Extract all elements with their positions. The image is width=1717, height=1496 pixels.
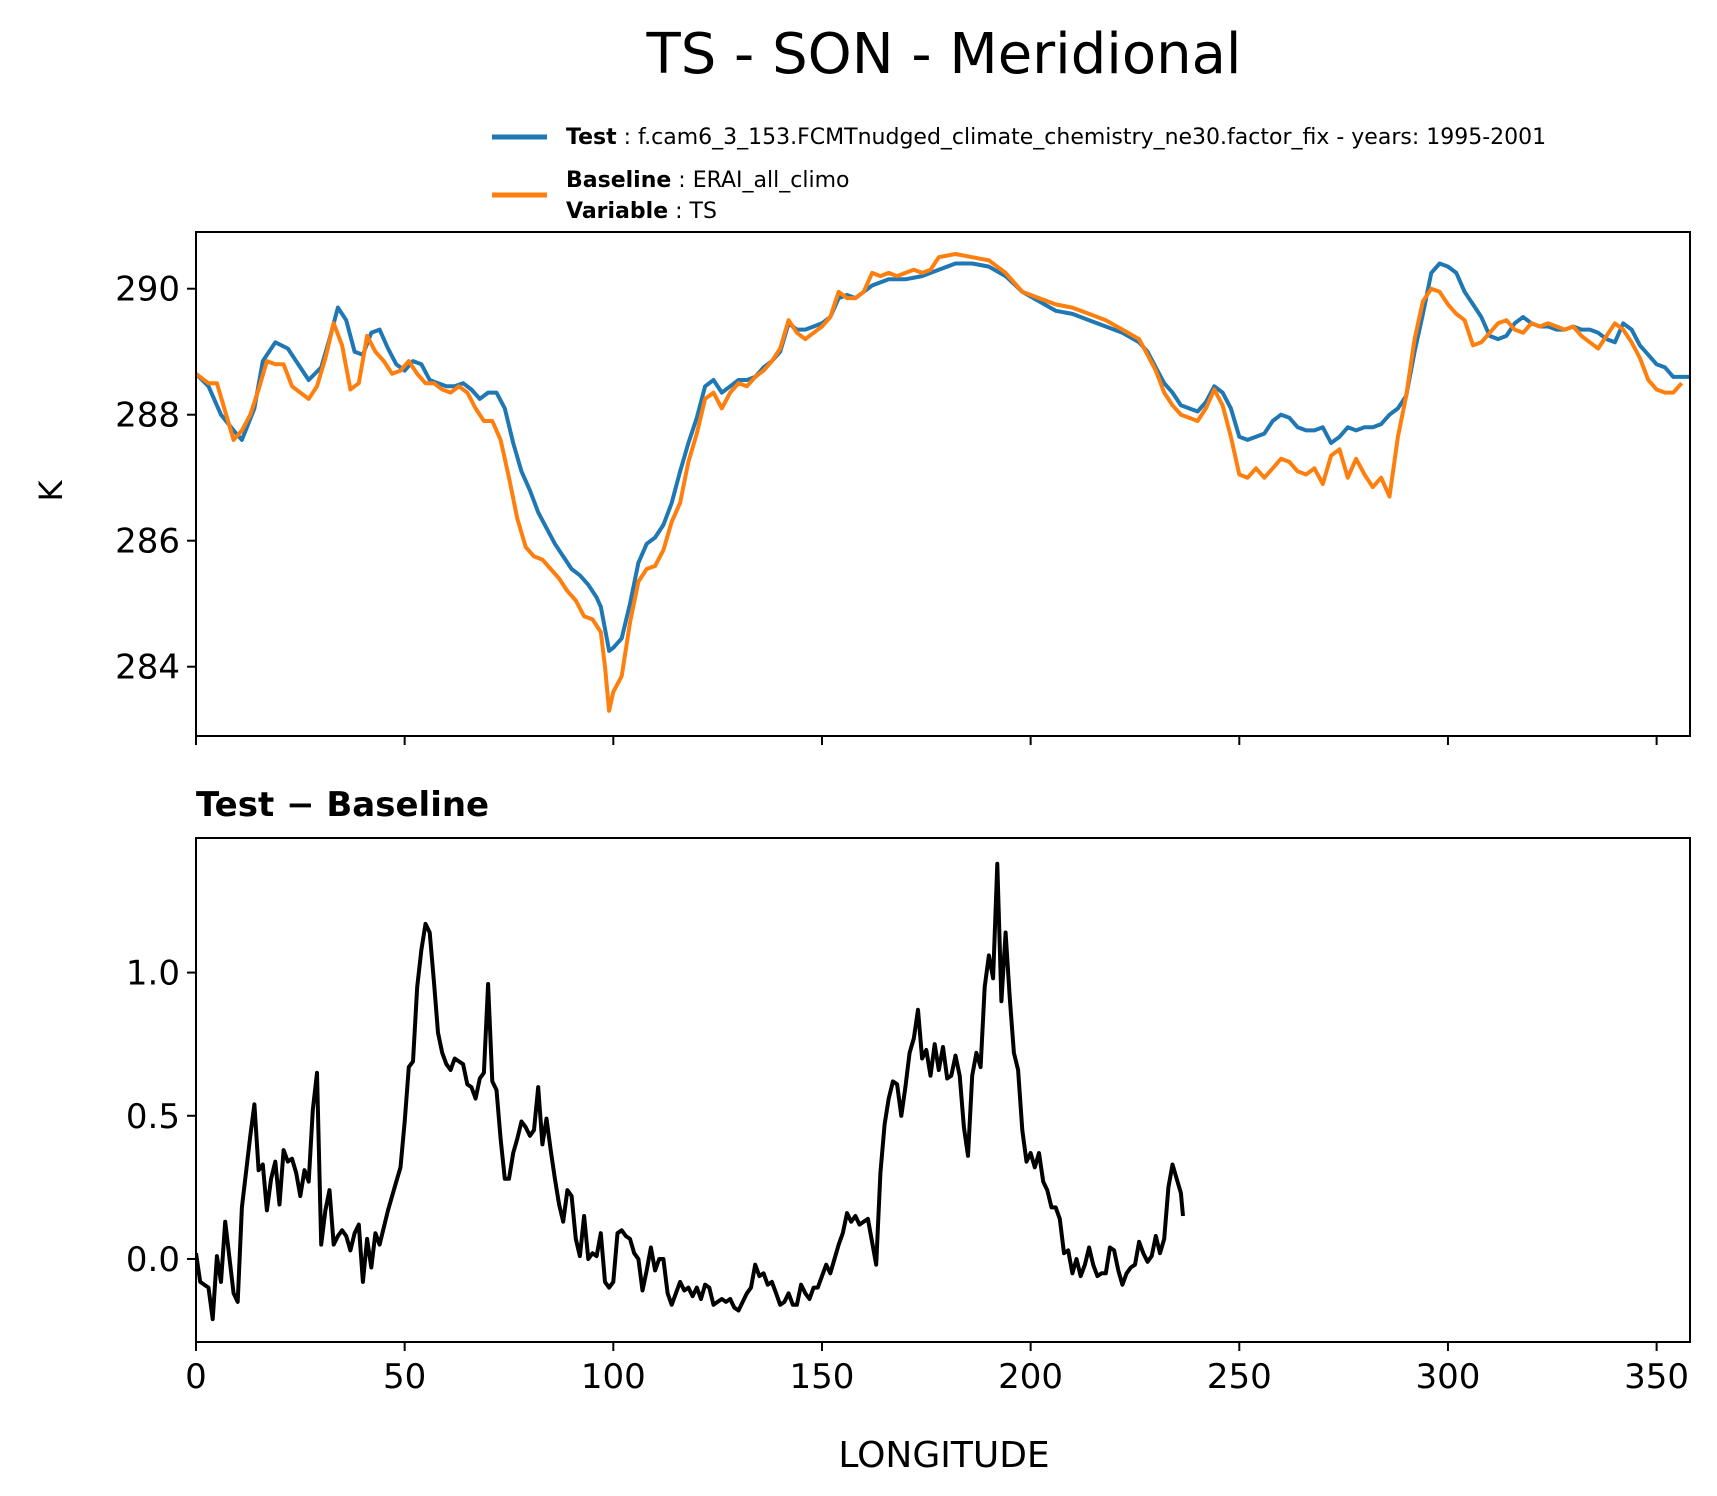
axes-frame bbox=[195, 231, 1691, 737]
legend-key-test: Test bbox=[566, 125, 617, 150]
axes-frame bbox=[195, 837, 1691, 1343]
y-tick-label: 286 bbox=[115, 522, 180, 562]
y-tick-label: 0.0 bbox=[126, 1240, 180, 1280]
series-line-test bbox=[196, 261, 1690, 653]
y-tick-label: 284 bbox=[115, 648, 180, 688]
top-panel: 284 286 288 290 bbox=[115, 231, 1691, 745]
bottom-xlabel: LONGITUDE bbox=[838, 1435, 1049, 1476]
y-tick-label: 288 bbox=[115, 396, 180, 436]
x-tick-label: 150 bbox=[790, 1357, 855, 1397]
legend-key-baseline: Baseline bbox=[566, 168, 671, 193]
svg-text:Variable : TS: Variable : TS bbox=[566, 199, 717, 224]
x-tick-label: 350 bbox=[1624, 1357, 1689, 1397]
x-tick-label: 100 bbox=[581, 1357, 646, 1397]
series-line-difference bbox=[196, 861, 1185, 1322]
legend-key-variable: Variable bbox=[566, 199, 668, 224]
legend: Test : f.cam6_3_153.FCMTnudged_climate_c… bbox=[492, 125, 1546, 224]
legend-text-variable: TS bbox=[689, 199, 717, 224]
chart-title: TS - SON - Meridional bbox=[646, 22, 1242, 87]
x-tick-label: 200 bbox=[998, 1357, 1063, 1397]
y-tick-label: 290 bbox=[115, 270, 180, 310]
svg-text:Test : f.cam6_3_153.FCMTnudged: Test : f.cam6_3_153.FCMTnudged_climate_c… bbox=[566, 125, 1546, 150]
y-tick-label: 1.0 bbox=[126, 954, 180, 994]
x-tick-label: 300 bbox=[1416, 1357, 1481, 1397]
svg-text:Baseline : ERAI_all_climo: Baseline : ERAI_all_climo bbox=[566, 168, 849, 193]
bottom-panel: 0.0 0.5 1.0 0 50 100 150 200 250 300 350 bbox=[126, 837, 1691, 1397]
legend-text-baseline: ERAI_all_climo bbox=[693, 168, 850, 193]
top-ylabel: K bbox=[32, 479, 70, 501]
y-tick-label: 0.5 bbox=[126, 1097, 180, 1137]
series-line-baseline bbox=[196, 252, 1684, 713]
x-tick-label: 250 bbox=[1207, 1357, 1272, 1397]
x-tick-label: 50 bbox=[383, 1357, 426, 1397]
x-tick-label: 0 bbox=[185, 1357, 207, 1397]
legend-text-test: f.cam6_3_153.FCMTnudged_climate_chemistr… bbox=[638, 125, 1546, 150]
bottom-panel-title: Test − Baseline bbox=[196, 785, 489, 825]
